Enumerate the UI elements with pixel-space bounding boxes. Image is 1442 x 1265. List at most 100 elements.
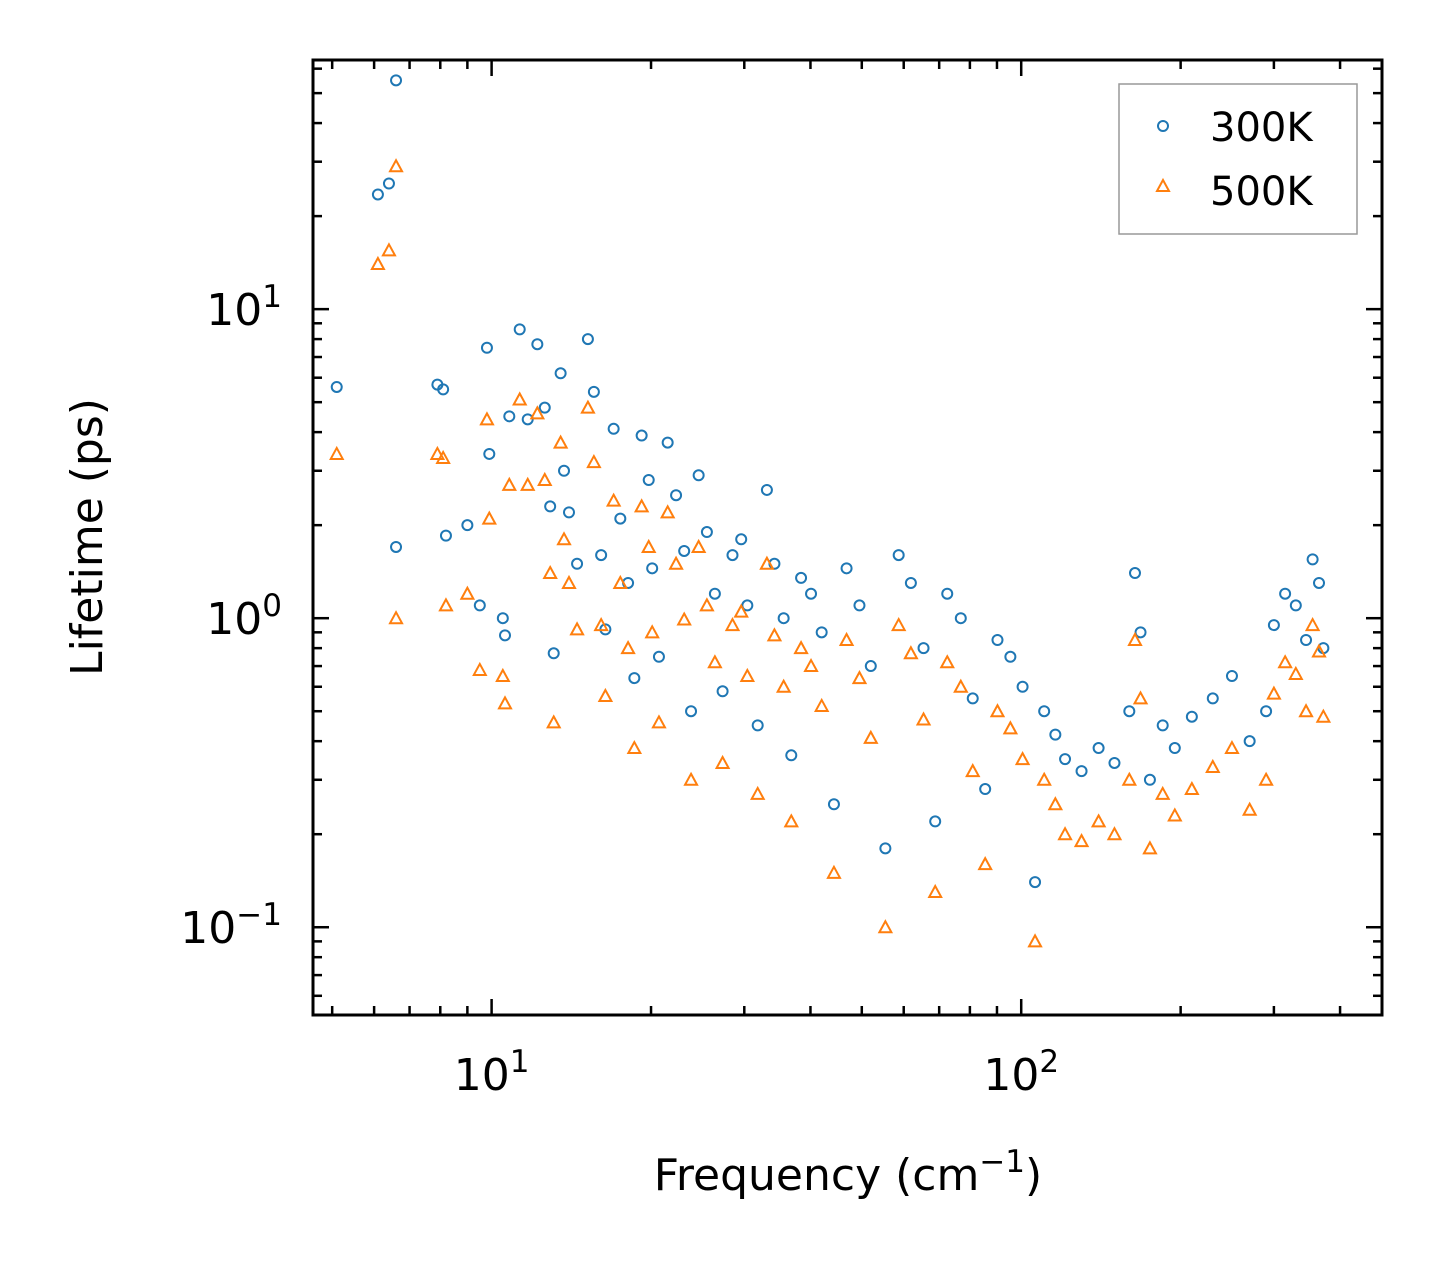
data-point-500k <box>1298 703 1314 718</box>
data-point-300k <box>692 469 705 482</box>
data-point-500k <box>1014 751 1031 766</box>
data-point-300k <box>685 705 698 718</box>
data-point-500k <box>890 616 907 632</box>
data-point-300k <box>1134 626 1147 639</box>
data-point-500k <box>915 711 932 726</box>
data-point-500k <box>388 610 404 625</box>
y-tick-label: 10−1 <box>180 897 282 954</box>
data-point-500k <box>1027 933 1043 948</box>
data-point-500k <box>1090 813 1107 828</box>
data-point-500k <box>977 856 993 871</box>
data-point-500k <box>965 763 981 778</box>
data-point-500k <box>644 624 660 639</box>
data-point-300k <box>1108 756 1121 769</box>
data-point-300k <box>480 341 493 354</box>
data-point-500k <box>1205 758 1221 773</box>
data-point-500k <box>472 661 488 676</box>
data-point-300k <box>777 612 790 625</box>
data-point-500k <box>953 678 969 693</box>
data-point-300k <box>708 587 721 600</box>
data-point-500k <box>429 445 446 460</box>
data-point-300k <box>1123 705 1136 718</box>
data-point-500k <box>927 883 943 899</box>
legend-marker-300k <box>1157 120 1169 132</box>
data-point-300k <box>1075 765 1088 778</box>
x-tick-label: 101 <box>454 1044 530 1101</box>
legend-marker-500k <box>1155 177 1171 192</box>
data-point-300k <box>1206 692 1219 705</box>
data-point-500k <box>497 695 513 710</box>
data-point-300k <box>785 749 798 762</box>
data-point-300k <box>642 473 655 486</box>
data-point-500k <box>1132 690 1149 705</box>
series-layer <box>329 74 1332 948</box>
data-point-500k <box>1155 785 1171 800</box>
data-point-500k <box>668 555 684 570</box>
data-point-300k <box>1279 587 1292 600</box>
data-point-500k <box>1258 771 1274 786</box>
data-point-300k <box>1313 576 1326 589</box>
data-point-300k <box>499 629 512 642</box>
data-point-500k <box>707 654 723 669</box>
data-point-300k <box>531 338 544 351</box>
data-point-300k <box>614 512 627 525</box>
data-point-300k <box>716 685 729 698</box>
data-point-500k <box>381 242 397 257</box>
data-point-500k <box>877 919 894 934</box>
data-point-300k <box>991 634 1004 647</box>
data-point-300k <box>1016 680 1029 693</box>
data-point-500k <box>1057 826 1073 841</box>
data-point-300k <box>503 410 516 423</box>
data-point-300k <box>1289 599 1302 612</box>
data-point-500k <box>1127 631 1143 647</box>
data-point-300k <box>544 500 557 513</box>
y-tick-label: 101 <box>206 279 282 336</box>
data-point-500k <box>501 476 517 491</box>
data-point-500k <box>569 621 585 636</box>
data-point-300k <box>966 692 979 705</box>
data-point-300k <box>1260 705 1273 718</box>
data-point-300k <box>805 587 818 600</box>
data-point-300k <box>853 599 866 612</box>
data-point-500k <box>813 697 830 712</box>
data-point-300k <box>439 529 452 542</box>
data-point-300k <box>652 650 665 663</box>
data-point-300k <box>1306 553 1319 566</box>
data-point-300k <box>735 533 748 546</box>
data-point-500k <box>1277 654 1293 669</box>
data-point-500k <box>651 714 667 729</box>
data-point-500k <box>1184 780 1200 796</box>
data-point-500k <box>739 667 756 683</box>
data-point-500k <box>1142 840 1158 855</box>
data-point-500k <box>699 597 715 612</box>
data-point-300k <box>1267 619 1280 632</box>
data-point-300k <box>371 188 384 201</box>
data-point-300k <box>595 549 608 562</box>
data-point-500k <box>641 538 657 553</box>
data-point-500k <box>989 703 1006 718</box>
data-point-500k <box>561 574 577 589</box>
data-point-300k <box>741 599 754 612</box>
data-point-500k <box>370 255 386 270</box>
data-point-500k <box>803 657 819 673</box>
data-point-300k <box>330 380 343 393</box>
tick-layer: 101 102 10−1 100 101 <box>180 60 1382 1101</box>
data-point-500k <box>826 864 842 879</box>
data-point-300k <box>646 562 659 575</box>
data-point-300k <box>558 464 571 477</box>
y-tick-label: 100 <box>206 588 282 645</box>
data-point-500k <box>512 391 528 406</box>
data-point-500k <box>388 158 404 173</box>
data-point-300k <box>670 489 683 502</box>
data-point-500k <box>626 739 643 755</box>
data-point-300k <box>954 612 967 625</box>
data-point-300k <box>904 576 917 589</box>
data-point-300k <box>562 506 575 519</box>
data-point-500k <box>1106 826 1123 841</box>
data-point-300k <box>941 587 954 600</box>
data-point-500k <box>612 574 629 589</box>
data-point-300k <box>581 333 594 346</box>
data-point-300k <box>554 367 567 380</box>
data-point-500k <box>783 813 799 828</box>
data-point-300k <box>864 660 877 673</box>
